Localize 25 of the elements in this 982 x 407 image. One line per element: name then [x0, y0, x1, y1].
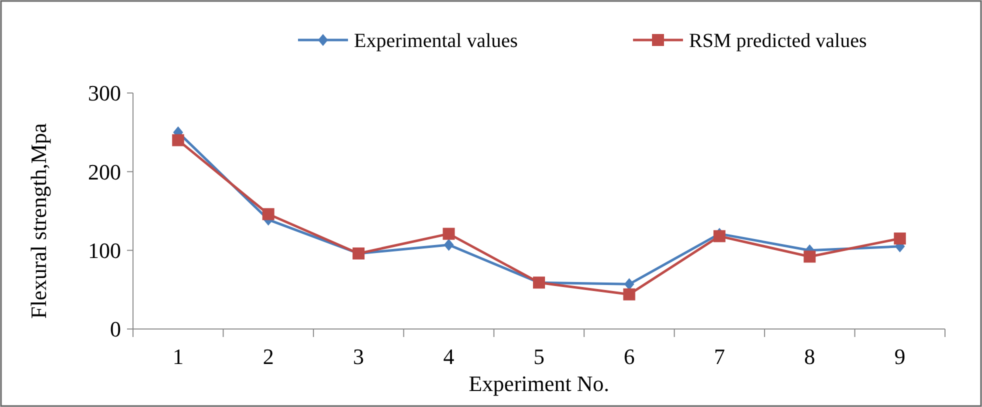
legend-label: Experimental values: [354, 30, 518, 52]
y-tick-label: 200: [88, 159, 121, 184]
point: [804, 250, 816, 263]
x-tick-label: 4: [443, 344, 454, 369]
x-tick-label: 5: [534, 344, 544, 369]
x-axis-title: Experiment No.: [468, 371, 610, 396]
x-tick-label: 6: [624, 344, 635, 369]
x-tick-label: 8: [804, 344, 816, 369]
y-axis-title: Flexural strength,Mpa: [26, 123, 51, 319]
y-tick-label: 0: [110, 316, 121, 342]
point: [262, 208, 274, 220]
legend-label: RSM predicted values: [689, 30, 867, 52]
x-tick-label: 3: [353, 344, 364, 369]
y-tick-label: 300: [88, 80, 121, 106]
point: [713, 230, 726, 242]
point: [623, 288, 636, 300]
x-tick-label: 1: [172, 344, 184, 369]
y-tick-label: 100: [88, 238, 121, 264]
point: [442, 228, 455, 240]
x-tick-label: 7: [714, 344, 725, 369]
point: [444, 238, 454, 251]
point: [894, 232, 906, 245]
x-tick-label: 9: [894, 344, 906, 369]
x-tick-label: 2: [262, 344, 274, 369]
point: [172, 134, 184, 146]
